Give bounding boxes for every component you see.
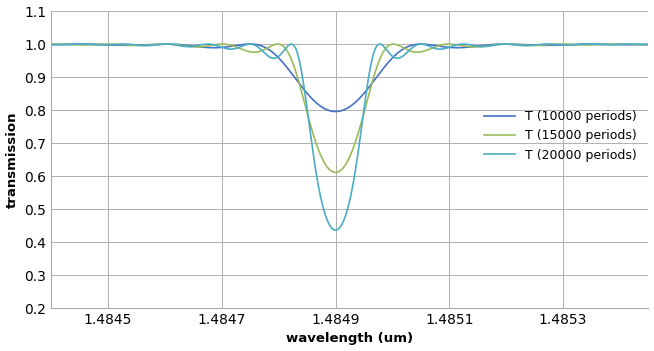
T (15000 periods) (606, 42, 613, 46)
T (15000 periods) (409, 49, 417, 54)
T (20000 periods) (431, 46, 439, 51)
T (20000 periods) (196, 43, 204, 47)
Line: T (15000 periods): T (15000 periods) (51, 44, 649, 172)
T (10000 periods) (431, 43, 439, 47)
T (10000 periods) (645, 42, 653, 47)
T (20000 periods) (645, 42, 653, 47)
T (15000 periods) (196, 45, 204, 49)
T (20000 periods) (475, 44, 483, 48)
T (15000 periods) (330, 170, 337, 174)
T (15000 periods) (475, 45, 483, 49)
T (20000 periods) (47, 42, 55, 47)
T (15000 periods) (47, 42, 55, 46)
T (15000 periods) (431, 45, 439, 49)
T (10000 periods) (162, 42, 170, 46)
X-axis label: wavelength (um): wavelength (um) (286, 332, 413, 345)
T (15000 periods) (645, 42, 653, 47)
T (20000 periods) (606, 43, 613, 47)
Y-axis label: transmission: transmission (5, 111, 18, 208)
T (10000 periods) (606, 42, 613, 47)
T (10000 periods) (330, 110, 337, 114)
T (20000 periods) (332, 228, 339, 232)
T (10000 periods) (475, 44, 483, 48)
Legend: T (10000 periods), T (15000 periods), T (20000 periods): T (10000 periods), T (15000 periods), T … (479, 105, 642, 166)
T (10000 periods) (409, 43, 417, 47)
T (15000 periods) (162, 42, 170, 46)
Line: T (20000 periods): T (20000 periods) (51, 44, 649, 230)
T (10000 periods) (332, 110, 339, 114)
T (10000 periods) (196, 45, 204, 49)
T (15000 periods) (332, 170, 339, 174)
T (20000 periods) (409, 46, 417, 50)
T (20000 periods) (330, 227, 337, 232)
Line: T (10000 periods): T (10000 periods) (51, 44, 649, 112)
T (10000 periods) (47, 42, 55, 47)
T (20000 periods) (162, 42, 170, 46)
